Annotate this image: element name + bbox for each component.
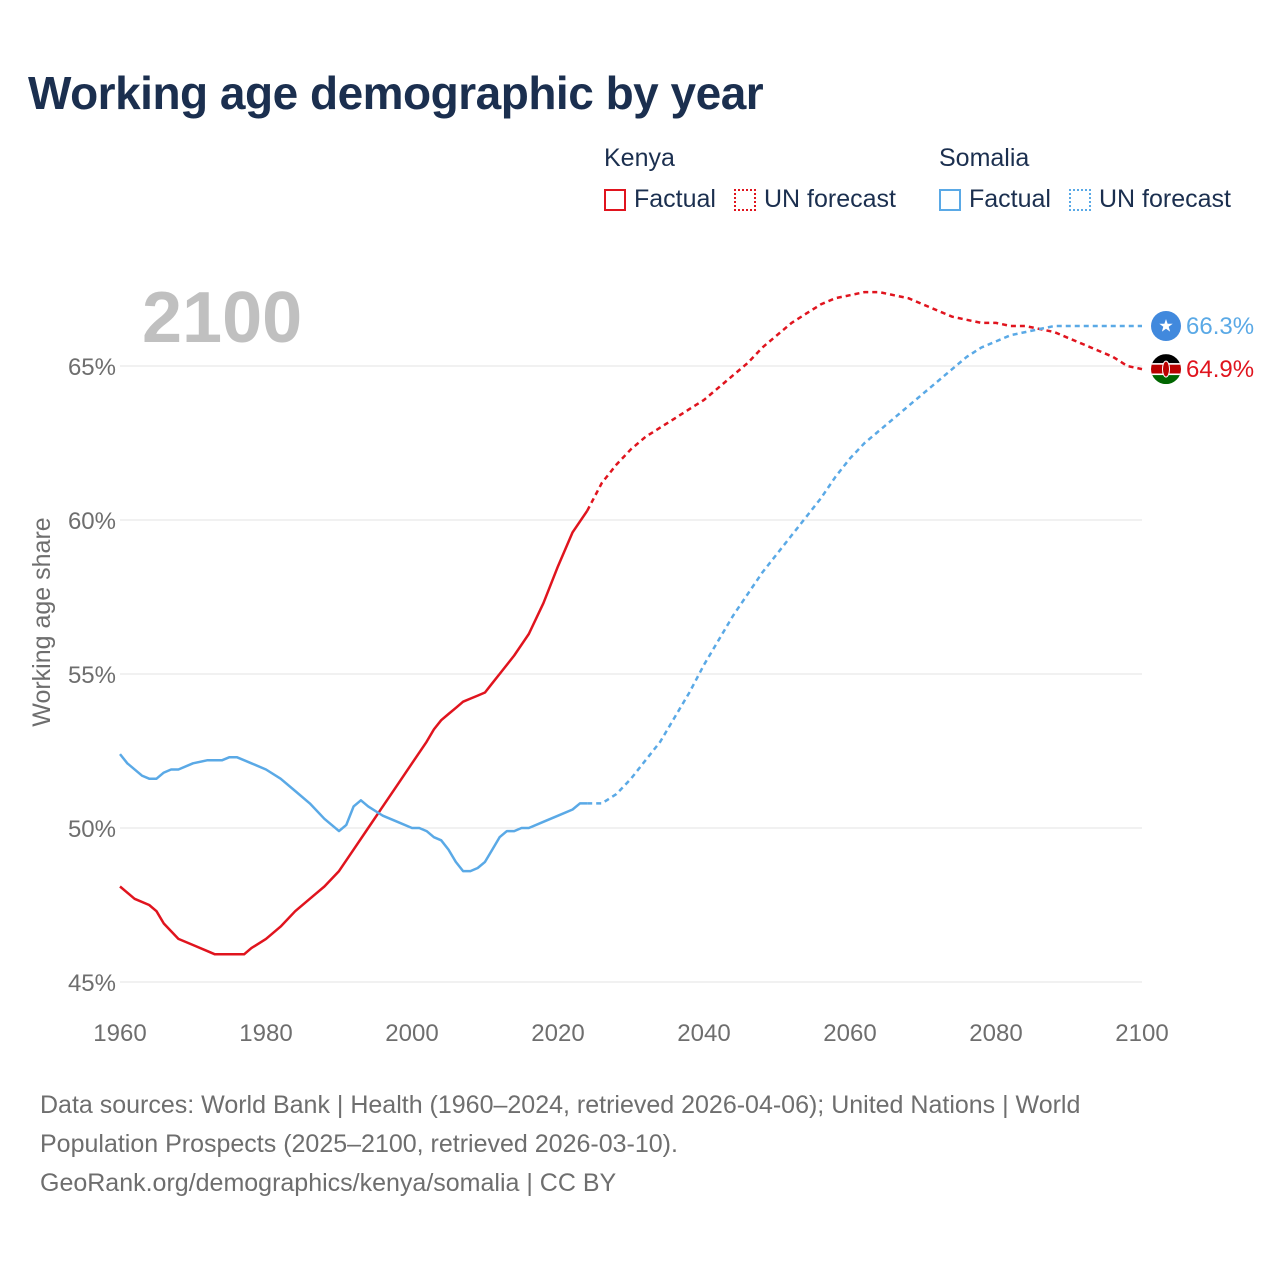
y-tick-label: 65% — [68, 354, 116, 381]
legend-label: Factual — [969, 185, 1051, 213]
footer-sources-line2: Population Prospects (2025–2100, retriev… — [40, 1130, 678, 1158]
year-watermark: 2100 — [142, 278, 302, 358]
kenya-forecast-line[interactable] — [586, 290, 1143, 512]
footer-sources-line1: Data sources: World Bank | Health (1960–… — [40, 1091, 1081, 1119]
legend-somalia-forecast[interactable]: UN forecast — [1068, 185, 1231, 214]
legend-kenya-factual[interactable]: Factual — [604, 185, 716, 214]
legend-kenya-forecast[interactable]: UN forecast — [733, 185, 896, 214]
legend-swatch-solid — [939, 188, 961, 211]
series-lines — [119, 290, 1143, 956]
x-tick-label: 1960 — [93, 1020, 146, 1047]
legend-swatch-dotted — [1068, 188, 1091, 211]
legend-somalia: Somalia Factual UN forecast — [939, 144, 1231, 214]
legend-somalia-factual[interactable]: Factual — [939, 185, 1051, 214]
x-tick-label: 2040 — [677, 1020, 730, 1047]
legend-kenya: Kenya Factual UN forecast — [604, 144, 914, 214]
x-tick-label: 2020 — [531, 1020, 584, 1047]
y-tick-label: 55% — [68, 662, 116, 689]
chart-title: Working age demographic by year — [28, 67, 764, 119]
y-tick-label: 60% — [68, 508, 116, 535]
footer: Data sources: World Bank | Health (1960–… — [40, 1086, 1220, 1203]
x-tick-label: 2100 — [1115, 1020, 1168, 1047]
x-tick-label: 2060 — [823, 1020, 876, 1047]
legend-group-name: Somalia — [939, 144, 1030, 172]
y-axis-title: Working age share — [28, 517, 56, 726]
legend-label: UN forecast — [1098, 185, 1231, 213]
line-chart: 2100 45% 50% 55% 60% 65% 1960 1980 2000 2020 204… — [28, 278, 1254, 1047]
somalia-forecast-line[interactable] — [587, 324, 1142, 805]
x-axis-labels: 1960 1980 2000 2020 2040 2060 2080 2100 — [93, 1020, 1168, 1047]
gridlines — [120, 365, 1142, 983]
kenya-flag-icon — [1151, 354, 1181, 385]
kenya-factual-line[interactable] — [119, 510, 589, 956]
end-markers: 66.3% 64.9% — [1151, 310, 1254, 385]
y-tick-label: 45% — [68, 970, 116, 997]
somalia-flag-icon — [1151, 310, 1181, 341]
x-tick-label: 2000 — [385, 1020, 438, 1047]
legend-swatch-solid — [604, 188, 626, 211]
y-axis-labels: 45% 50% 55% 60% 65% — [68, 354, 116, 997]
somalia-end-label: 66.3% — [1186, 313, 1254, 340]
x-tick-label: 2080 — [969, 1020, 1022, 1047]
legend-swatch-dotted — [733, 188, 756, 211]
y-tick-label: 50% — [68, 816, 116, 843]
kenya-end-label: 64.9% — [1186, 356, 1254, 383]
legend-label: UN forecast — [763, 185, 896, 213]
legend-label: Factual — [634, 185, 716, 213]
legend-group-name: Kenya — [604, 144, 675, 172]
x-tick-label: 1980 — [239, 1020, 292, 1047]
footer-link[interactable]: GeoRank.org/demographics/kenya/somalia |… — [40, 1169, 617, 1197]
somalia-factual-line[interactable] — [119, 753, 588, 873]
